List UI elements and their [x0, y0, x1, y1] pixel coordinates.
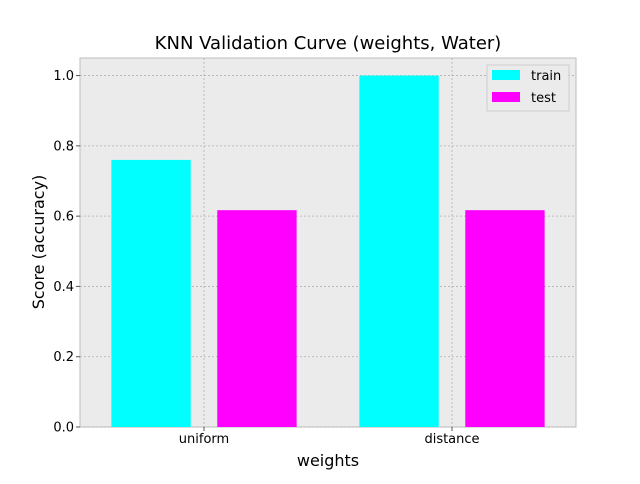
y-axis-ticks: 0.0 0.2 0.4 0.6 0.8 1.0 — [53, 69, 80, 436]
bar-test-distance — [465, 210, 545, 427]
y-tick-label: 0.2 — [53, 350, 74, 365]
y-tick-label: 0.0 — [53, 421, 74, 436]
y-tick-label: 0.6 — [53, 210, 74, 225]
y-tick-label: 1.0 — [53, 69, 74, 84]
legend-swatch-train — [492, 70, 520, 80]
legend: train test — [486, 64, 570, 112]
bars — [111, 75, 545, 428]
x-tick-label: distance — [424, 432, 479, 447]
bar-test-uniform — [217, 210, 297, 427]
chart-title: KNN Validation Curve (weights, Water) — [155, 33, 502, 54]
x-axis-ticks: uniform distance — [179, 427, 480, 447]
x-axis-label: weights — [297, 451, 359, 470]
x-tick-label: uniform — [179, 432, 229, 447]
legend-label-test: test — [531, 91, 556, 106]
y-tick-label: 0.4 — [53, 280, 74, 295]
legend-swatch-test — [492, 92, 520, 102]
y-axis-label: Score (accuracy) — [29, 175, 48, 310]
y-tick-label: 0.8 — [53, 139, 74, 154]
legend-label-train: train — [531, 69, 561, 84]
bar-train-distance — [359, 75, 439, 428]
bar-train-uniform — [111, 159, 191, 427]
